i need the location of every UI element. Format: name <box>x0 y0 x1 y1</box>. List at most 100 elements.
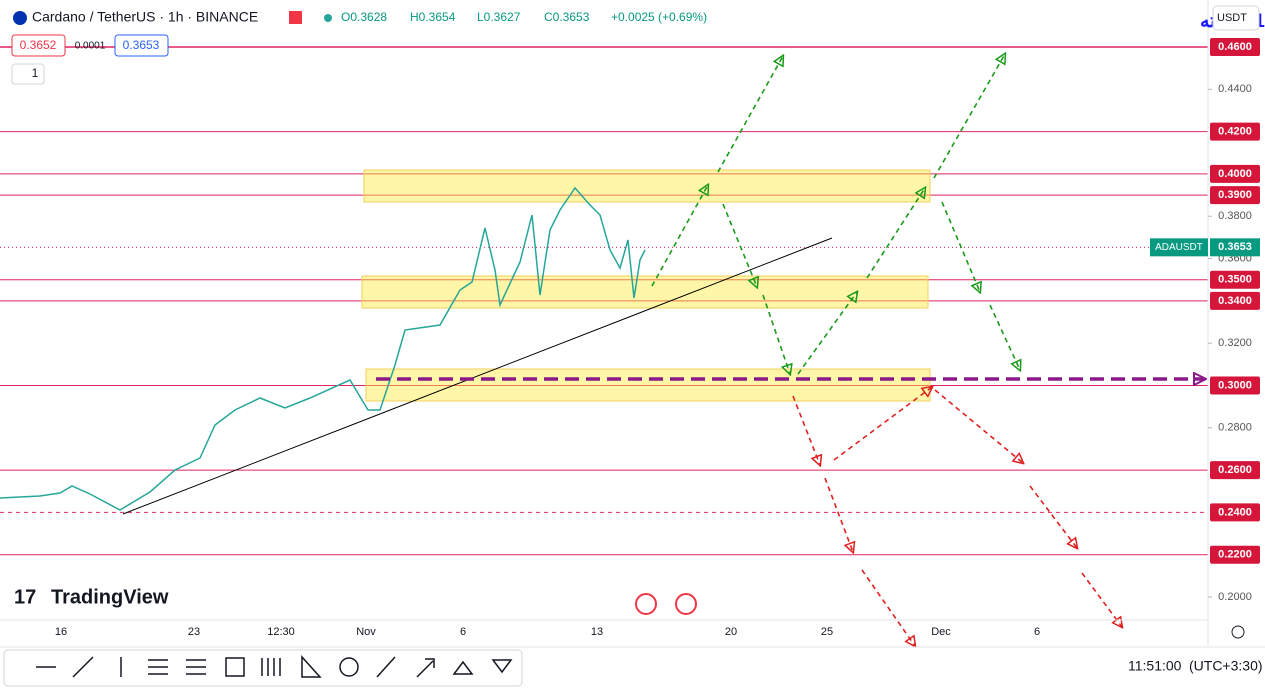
time-label: 20 <box>725 626 737 638</box>
time-label: 25 <box>821 626 833 638</box>
level-badge <box>1210 461 1260 480</box>
current-name: ADAUSDT <box>1155 242 1203 253</box>
tool[interactable] <box>416 658 435 678</box>
arrow <box>651 185 708 287</box>
logo-mark: 17 <box>14 586 36 608</box>
level-label: 0.4600 <box>1218 41 1252 53</box>
arrow <box>1029 485 1077 548</box>
level-label: 0.4200 <box>1218 126 1252 138</box>
currency-button[interactable] <box>1212 5 1260 31</box>
arrow <box>1081 572 1122 627</box>
arrow <box>792 395 820 465</box>
tool[interactable] <box>72 656 94 678</box>
price-line <box>0 186 646 511</box>
level-label: 0.2400 <box>1218 506 1252 518</box>
coin-icon <box>13 11 27 25</box>
event-icon[interactable] <box>675 593 697 615</box>
toolbar <box>3 649 523 687</box>
level-badge <box>1210 270 1260 289</box>
tick-label: 0.3200 <box>1218 337 1252 349</box>
timezone[interactable]: (UTC+3:30) <box>1189 658 1263 674</box>
level-label: 0.2200 <box>1218 549 1252 561</box>
zone <box>363 169 931 203</box>
level-label: 0.3500 <box>1218 274 1252 286</box>
level-badge <box>1210 376 1260 395</box>
bid[interactable]: 0.3652 <box>20 38 57 52</box>
flag-icon <box>289 11 302 24</box>
tool[interactable] <box>186 659 206 675</box>
settings-icon[interactable] <box>1231 625 1245 639</box>
logo: TradingView <box>51 586 169 608</box>
time-label: 16 <box>55 626 67 638</box>
zone <box>365 368 931 402</box>
ohlc-open: O0.3628 <box>341 10 387 24</box>
tool[interactable] <box>301 655 322 678</box>
tool[interactable] <box>452 660 474 675</box>
current-price: 0.3653 <box>1218 241 1252 253</box>
arrow <box>861 569 915 646</box>
ask[interactable]: 0.3653 <box>123 38 160 52</box>
tool[interactable] <box>339 657 359 677</box>
event-icon[interactable] <box>635 593 657 615</box>
arrow <box>933 54 1005 179</box>
time-label: 12:30 <box>267 626 295 638</box>
arrow <box>833 387 932 461</box>
tick-label: 0.2000 <box>1218 591 1252 603</box>
ohlc-high: H0.3654 <box>410 10 456 24</box>
level-badge <box>1210 545 1260 564</box>
level-badge <box>1210 291 1260 310</box>
zone <box>361 275 929 309</box>
time-label: Nov <box>356 626 376 638</box>
tool[interactable] <box>376 656 396 678</box>
time-label: 6 <box>460 626 466 638</box>
level-badge <box>1210 186 1260 205</box>
time-label: 6 <box>1034 626 1040 638</box>
arrow <box>989 304 1020 370</box>
arrow <box>797 292 857 375</box>
red-arrows <box>792 387 1122 646</box>
arrow <box>762 294 790 374</box>
tick-label: 0.2800 <box>1218 422 1252 434</box>
symbol: Cardano / TetherUS · 1h · BINANCE <box>32 9 258 25</box>
level-badge <box>1210 122 1260 141</box>
current-price-badge <box>1210 238 1260 257</box>
indicator-count[interactable]: 1 <box>32 66 39 80</box>
sell-button[interactable] <box>11 34 66 57</box>
tool[interactable] <box>148 659 168 675</box>
level-badge <box>1210 38 1260 56</box>
level-label: 0.3900 <box>1218 189 1252 201</box>
ohlc-close: C0.3653 <box>544 10 590 24</box>
price-axis <box>1208 0 1265 645</box>
tick-label: 0.4400 <box>1218 83 1252 95</box>
change: +0.0025 (+0.69%) <box>611 10 707 24</box>
indicator-toggle[interactable] <box>11 63 45 85</box>
time-label: 23 <box>188 626 200 638</box>
arrow <box>941 201 980 292</box>
arrow <box>717 56 783 173</box>
tick-label: 0.3800 <box>1218 210 1252 222</box>
status-dot <box>324 14 332 22</box>
green-arrows <box>651 54 1020 375</box>
arrow <box>722 203 757 287</box>
arrow <box>934 389 1023 463</box>
buy-button[interactable] <box>114 34 169 57</box>
level-label: 0.3000 <box>1218 379 1252 391</box>
current-name-badge <box>1150 238 1208 257</box>
level-badge <box>1210 164 1260 183</box>
level-label: 0.4000 <box>1218 168 1252 180</box>
spread: 0.0001 <box>75 41 106 52</box>
drawing-toolbar <box>3 649 523 687</box>
ohlc-low: L0.3627 <box>477 10 521 24</box>
tool[interactable] <box>491 659 513 674</box>
arrow <box>824 477 853 552</box>
currency[interactable]: USDT <box>1217 12 1247 24</box>
time-label: 13 <box>591 626 603 638</box>
tool[interactable] <box>225 657 245 677</box>
level-badge <box>1210 503 1260 522</box>
tool[interactable] <box>261 658 281 676</box>
level-label: 0.2600 <box>1218 464 1252 476</box>
time-label: Dec <box>931 626 951 638</box>
clock: 11:51:00 <box>1128 658 1182 674</box>
